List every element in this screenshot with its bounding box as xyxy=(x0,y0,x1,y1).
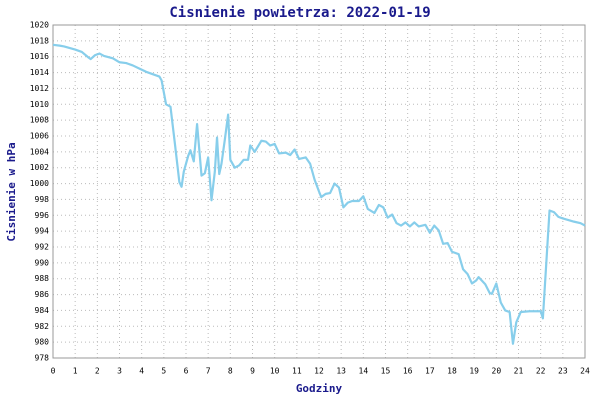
x-tick-label: 5 xyxy=(161,367,166,376)
y-tick-label: 996 xyxy=(35,211,50,220)
x-tick-label: 22 xyxy=(536,367,546,376)
y-tick-label: 1006 xyxy=(30,132,49,141)
x-axis-label: Godziny xyxy=(296,382,343,395)
x-tick-label: 12 xyxy=(314,367,324,376)
x-tick-label: 20 xyxy=(492,367,502,376)
x-tick-label: 2 xyxy=(95,367,100,376)
y-axis-label: Cisnienie w hPa xyxy=(5,142,18,241)
y-tick-label: 980 xyxy=(35,338,50,347)
y-tick-label: 986 xyxy=(35,290,50,299)
x-tick-label: 23 xyxy=(558,367,568,376)
x-tick-label: 0 xyxy=(51,367,56,376)
y-tick-label: 1016 xyxy=(30,52,49,61)
data-line xyxy=(52,43,586,345)
x-tick-label: 1 xyxy=(73,367,78,376)
x-tick-label: 4 xyxy=(139,367,144,376)
y-tick-label: 1012 xyxy=(30,84,49,93)
x-tick-label: 7 xyxy=(206,367,211,376)
y-tick-label: 1008 xyxy=(30,116,49,125)
y-tick-label: 1004 xyxy=(30,147,49,156)
y-tick-label: 1018 xyxy=(30,36,49,45)
y-tick-label: 1010 xyxy=(30,100,49,109)
y-tick-label: 978 xyxy=(35,354,50,363)
y-tick-label: 990 xyxy=(35,258,50,267)
x-tick-label: 8 xyxy=(228,367,233,376)
x-tick-label: 6 xyxy=(184,367,189,376)
x-tick-label: 14 xyxy=(359,367,369,376)
x-tick-label: 21 xyxy=(514,367,524,376)
x-tick-label: 11 xyxy=(292,367,302,376)
x-tick-label: 10 xyxy=(270,367,280,376)
x-tick-label: 19 xyxy=(469,367,479,376)
y-tick-label: 1002 xyxy=(30,163,49,172)
x-tick-label: 24 xyxy=(580,367,590,376)
y-tick-label: 994 xyxy=(35,227,50,236)
y-tick-label: 982 xyxy=(35,322,50,331)
plot-frame xyxy=(52,24,586,359)
y-tick-label: 984 xyxy=(35,306,50,315)
chart-title: Cisnienie powietrza: 2022-01-19 xyxy=(169,5,430,21)
x-tick-label: 17 xyxy=(425,367,435,376)
x-tick-label: 18 xyxy=(447,367,457,376)
y-tick-label: 1020 xyxy=(30,21,49,30)
y-tick-label: 988 xyxy=(35,274,50,283)
y-tick-label: 992 xyxy=(35,243,50,252)
x-tick-label: 16 xyxy=(403,367,413,376)
y-tick-label: 998 xyxy=(35,195,50,204)
x-tick-label: 9 xyxy=(250,367,255,376)
y-tick-label: 1000 xyxy=(30,179,49,188)
x-tick-label: 3 xyxy=(117,367,122,376)
y-tick-label: 1014 xyxy=(30,68,49,77)
x-tick-label: 13 xyxy=(336,367,346,376)
x-tick-label: 15 xyxy=(381,367,391,376)
